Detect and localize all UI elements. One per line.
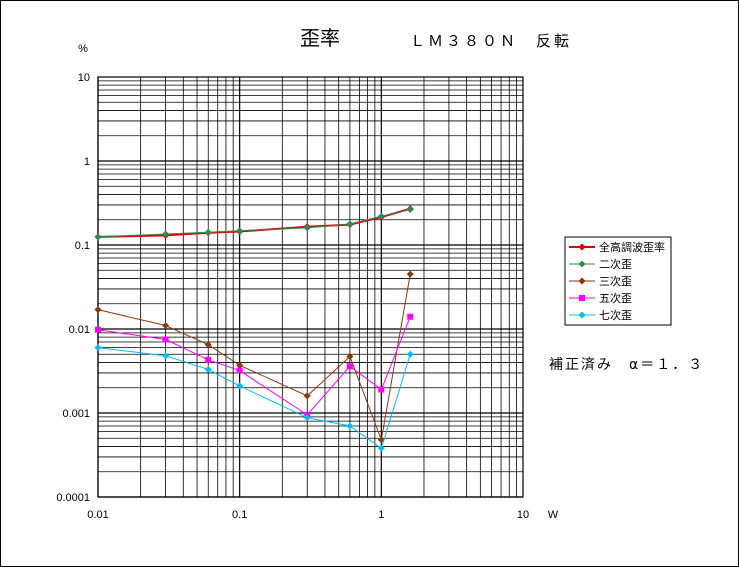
y-tick-labels: 10 1 0.1 0.01 0.001 0.0001 (56, 72, 90, 504)
chart-subtitle: ＬＭ３８０Ｎ 反転 (410, 32, 572, 50)
legend-swatch-marker (578, 277, 586, 285)
x-axis-label: W (548, 509, 559, 521)
data-point (205, 356, 212, 363)
y-tick-label: 1 (84, 156, 90, 168)
legend-swatch-marker (578, 260, 586, 268)
data-point (236, 382, 244, 390)
series-2 (94, 205, 414, 241)
data-point (204, 228, 212, 236)
series-layer (94, 205, 414, 452)
data-point (162, 352, 170, 360)
data-point (162, 322, 170, 330)
x-tick-label: 10 (517, 509, 529, 521)
data-point (346, 353, 354, 361)
legend-label: 七次歪 (599, 308, 632, 322)
legend-swatch-marker (578, 311, 586, 319)
data-point (162, 230, 170, 238)
plot-grid (97, 76, 524, 498)
series-line (97, 208, 411, 238)
y-tick-label: 0.1 (75, 240, 90, 252)
x-tick-label: 0.1 (232, 509, 247, 521)
data-point (406, 350, 414, 358)
data-point (94, 233, 102, 241)
data-point (95, 326, 101, 333)
data-point (378, 386, 385, 393)
data-point (346, 363, 353, 370)
data-point (303, 224, 311, 232)
series-line (97, 347, 411, 450)
data-point (346, 422, 354, 430)
legend-item: 五次歪 (569, 291, 632, 305)
y-tick-label: 0.0001 (56, 492, 90, 504)
legend-label: 全高調波歪率 (599, 240, 665, 254)
legend-label: 五次歪 (599, 291, 632, 305)
legend-label: 三次歪 (599, 274, 632, 288)
data-point (346, 220, 354, 228)
data-point (377, 444, 385, 452)
chart-title: 歪率 (300, 26, 340, 50)
y-tick-label: 10 (78, 72, 90, 84)
data-point (303, 414, 311, 422)
correction-note: 補正済み α＝１．３ (549, 357, 704, 373)
legend-item: 全高調波歪率 (569, 240, 665, 254)
x-tick-label: 1 (378, 509, 384, 521)
legend-label: 二次歪 (599, 257, 632, 271)
data-point (303, 392, 311, 400)
data-point (94, 306, 102, 314)
legend-swatch-marker (579, 295, 585, 301)
data-point (94, 344, 102, 352)
data-point (407, 313, 414, 320)
series-5 (94, 344, 414, 452)
data-point (162, 336, 169, 343)
data-point (406, 205, 414, 213)
x-tick-labels: 0.01 0.1 1 10 (87, 509, 529, 521)
y-axis-label: % (78, 43, 88, 55)
data-point (236, 367, 243, 374)
data-point (377, 212, 385, 220)
data-point (204, 365, 212, 373)
data-point (236, 361, 244, 369)
data-point (236, 227, 244, 235)
series-line (97, 274, 411, 442)
series-3 (94, 270, 414, 444)
series-line (97, 316, 411, 416)
x-tick-label: 0.01 (87, 509, 108, 521)
data-point (204, 341, 212, 349)
legend-swatch-marker (578, 243, 586, 251)
data-point (406, 270, 414, 278)
y-tick-label: 0.001 (62, 408, 90, 420)
legend-item: 二次歪 (569, 257, 632, 271)
plot-area-border (97, 76, 524, 498)
legend-item: 七次歪 (569, 308, 632, 322)
legend-item: 三次歪 (569, 274, 632, 288)
y-tick-label: 0.01 (69, 324, 90, 336)
